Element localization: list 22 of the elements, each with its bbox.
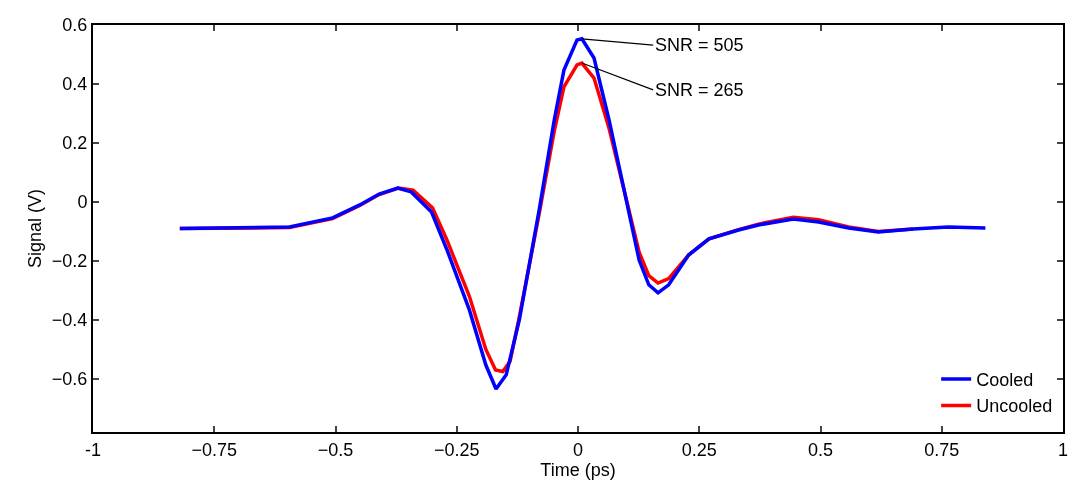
y-tick-label: 0.2 (62, 133, 88, 154)
x-tick-label: 1 (1057, 439, 1069, 460)
y-tick-label: 0 (77, 192, 88, 213)
x-tick-label: −0.25 (433, 439, 480, 460)
x-tick-label: −0.5 (317, 439, 354, 460)
legend-label: Cooled (976, 370, 1034, 391)
x-tick-label: 0.5 (807, 439, 834, 460)
x-axis-title: Time (ps) (540, 459, 616, 480)
y-axis-title: Signal (V) (24, 188, 45, 269)
y-tick-label: 0.6 (62, 15, 88, 36)
annotation: SNR = 265 (655, 80, 744, 100)
x-tick-label: 0.25 (681, 439, 717, 460)
y-tick-label: −0.6 (51, 369, 88, 390)
x-tick-label: 0.75 (924, 439, 960, 460)
annotation: SNR = 505 (655, 35, 744, 55)
legend-label: Uncooled (976, 396, 1053, 417)
y-tick-label: −0.2 (51, 251, 88, 272)
x-tick-label: −0.75 (191, 439, 238, 460)
x-tick-label: 0 (572, 439, 584, 460)
y-tick-label: −0.4 (51, 310, 88, 331)
y-tick-label: 0.4 (62, 74, 88, 95)
x-tick-label: -1 (84, 439, 102, 460)
